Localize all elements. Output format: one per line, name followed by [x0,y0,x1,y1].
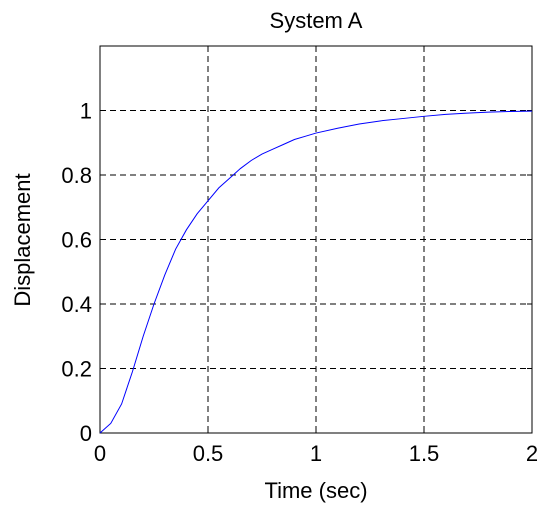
x-tick-label: 1.5 [409,441,440,466]
y-tick-label: 1 [80,99,92,124]
x-tick-label: 0.5 [193,441,224,466]
x-tick-label: 2 [526,441,538,466]
grid-lines [100,46,532,433]
y-tick-label: 0.6 [61,228,92,253]
x-axis-label: Time (sec) [264,478,367,503]
series-layer [99,110,533,434]
y-tick-label: 0 [80,421,92,446]
x-tick-label: 1 [310,441,322,466]
y-tick-label: 0.8 [61,163,92,188]
y-tick-label: 0.4 [61,292,92,317]
series-line [99,110,533,434]
y-tick-label: 0.2 [61,357,92,382]
x-tick-label: 0 [94,441,106,466]
chart-title: System A [270,8,363,33]
axis-ticks: 0 0.5 1 1.5 2 0 0.2 0.4 0.6 0.8 1 [61,46,538,466]
y-axis-label: Displacement [10,173,35,306]
